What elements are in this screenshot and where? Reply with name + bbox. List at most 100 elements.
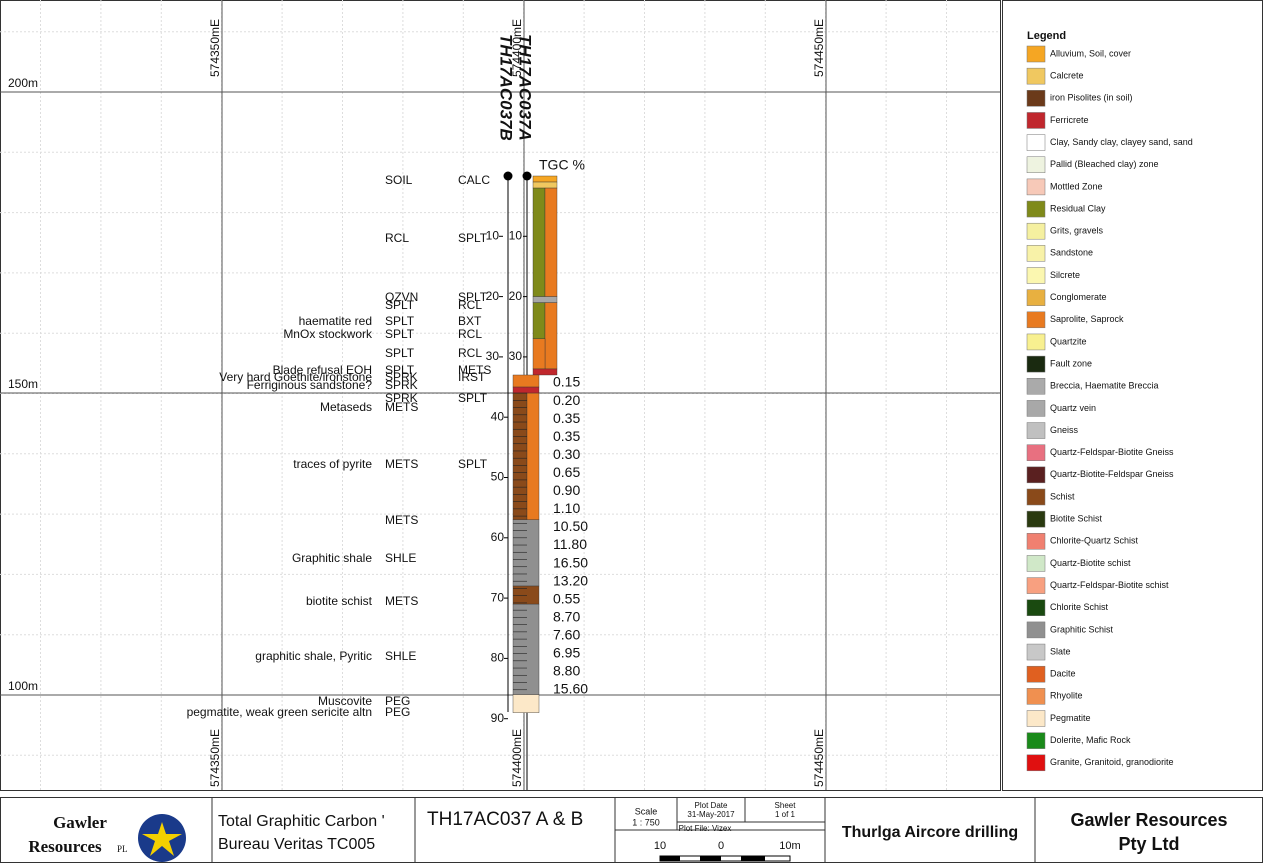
log-comment: MnOx stockwork (283, 327, 373, 341)
assay-value: 10.50 (553, 518, 588, 534)
log-code: RCL (458, 346, 482, 360)
lithology-interval (533, 182, 557, 188)
logo-text: Resources (28, 837, 102, 856)
lithology-interval (533, 339, 545, 369)
elevation-label: 100m (8, 679, 38, 693)
legend-label: Mottled Zone (1050, 181, 1103, 191)
legend-label: Biotite Schist (1050, 514, 1103, 524)
legend-label: Chlorite-Quartz Schist (1050, 536, 1139, 546)
legend-label: Conglomerate (1050, 292, 1107, 302)
legend-swatch (1027, 179, 1045, 195)
depth-label: 30 (486, 349, 500, 363)
log-code: PEG (385, 705, 410, 719)
scale-bar-fill (741, 856, 765, 861)
assay-value: 11.80 (553, 536, 587, 552)
legend-swatch (1027, 135, 1045, 151)
log-comment: biotite schist (306, 594, 373, 608)
scale-bar-label: 10m (779, 840, 800, 852)
log-code: SPLT (385, 327, 415, 341)
legend-swatch (1027, 90, 1045, 106)
legend-label: Quartz-Feldspar-Biotite Gneiss (1050, 447, 1174, 457)
depth-label: 80 (491, 651, 505, 665)
assay-value: 0.65 (553, 464, 580, 480)
log-code: SPLT (458, 457, 488, 471)
depth-label: 60 (491, 530, 505, 544)
easting-label: 574350mE (208, 729, 222, 787)
lithology-interval (513, 586, 539, 604)
log-code: SPLT (458, 391, 488, 405)
lithology-interval (533, 297, 557, 303)
legend-swatch (1027, 268, 1045, 284)
legend-swatch (1027, 666, 1045, 682)
assay-value: 6.95 (553, 645, 580, 661)
depth-label: 50 (491, 470, 505, 484)
legend-label: Slate (1050, 646, 1071, 656)
sheet-value: 1 of 1 (775, 810, 796, 819)
log-code: METS (385, 457, 418, 471)
description: Total Graphitic Carbon ' (218, 813, 385, 830)
legend-swatch (1027, 245, 1045, 261)
legend-swatch (1027, 312, 1045, 328)
assay-value: 16.50 (553, 554, 588, 570)
assay-value: 0.35 (553, 428, 580, 444)
log-code: SPRK (385, 378, 418, 392)
assay-header: TGC % (539, 157, 585, 173)
log-code: SPLT (385, 346, 415, 360)
depth-label: 40 (491, 409, 505, 423)
depth-label: 10 (486, 228, 500, 242)
log-comment: pegmatite, weak green sericite altn (187, 705, 372, 719)
legend-label: Quartzite (1050, 336, 1087, 346)
legend-swatch (1027, 423, 1045, 439)
assay-value: 0.90 (553, 482, 580, 498)
plot-file: Plot File: Vizex (679, 824, 732, 833)
legend-swatch (1027, 201, 1045, 217)
scale-label: Scale (635, 806, 658, 816)
legend-swatch (1027, 644, 1045, 660)
legend-title: Legend (1027, 30, 1066, 42)
depth-label: 20 (486, 289, 500, 303)
scale-value: 1 : 750 (632, 817, 660, 827)
plot-date-label: Plot Date (695, 801, 728, 810)
log-code: IRST (458, 370, 486, 384)
legend-label: Grits, gravels (1050, 226, 1104, 236)
legend-swatch (1027, 511, 1045, 527)
log-code: SPLT (458, 231, 488, 245)
log-comment: Metaseds (320, 400, 372, 414)
legend-swatch (1027, 688, 1045, 704)
assay-value: 8.80 (553, 663, 580, 679)
legend-swatch (1027, 112, 1045, 128)
log-comment: Graphitic shale (292, 551, 372, 565)
legend-swatch (1027, 378, 1045, 394)
legend-label: Calcrete (1050, 71, 1084, 81)
log-code: RCL (385, 231, 409, 245)
log-code: BXT (458, 314, 482, 328)
log-code: RCL (458, 298, 482, 312)
logo-text: Gawler (53, 813, 107, 832)
legend-label: Granite, Granitoid, granodiorite (1050, 757, 1174, 767)
scale-bar-fill (700, 856, 721, 861)
easting-label: 574350mE (208, 19, 222, 77)
log-code: METS (385, 400, 418, 414)
legend-label: Schist (1050, 491, 1075, 501)
legend-label: Gneiss (1050, 425, 1079, 435)
plot-date: 31-May-2017 (687, 810, 735, 819)
elevation-label: 150m (8, 377, 38, 391)
lithology-interval (513, 695, 539, 713)
assay-value: 15.60 (553, 681, 588, 697)
hole-title: TH17AC037 A & B (427, 809, 583, 830)
assay-value: 8.70 (553, 608, 580, 624)
lithology-interval (513, 387, 539, 393)
easting-label: 574450mE (812, 729, 826, 787)
log-comment: traces of pyrite (293, 457, 372, 471)
legend-swatch (1027, 733, 1045, 749)
hole-name: TH17AC037A (516, 34, 535, 141)
legend-label: iron Pisolites (in soil) (1050, 93, 1133, 103)
legend-swatch (1027, 334, 1045, 350)
assay-value: 0.55 (553, 590, 580, 606)
log-comment: haematite red (299, 314, 372, 328)
legend-swatch (1027, 223, 1045, 239)
legend-swatch (1027, 445, 1045, 461)
legend-label: Dolerite, Mafic Rock (1050, 735, 1131, 745)
legend-label: Residual Clay (1050, 203, 1106, 213)
legend-swatch (1027, 600, 1045, 616)
